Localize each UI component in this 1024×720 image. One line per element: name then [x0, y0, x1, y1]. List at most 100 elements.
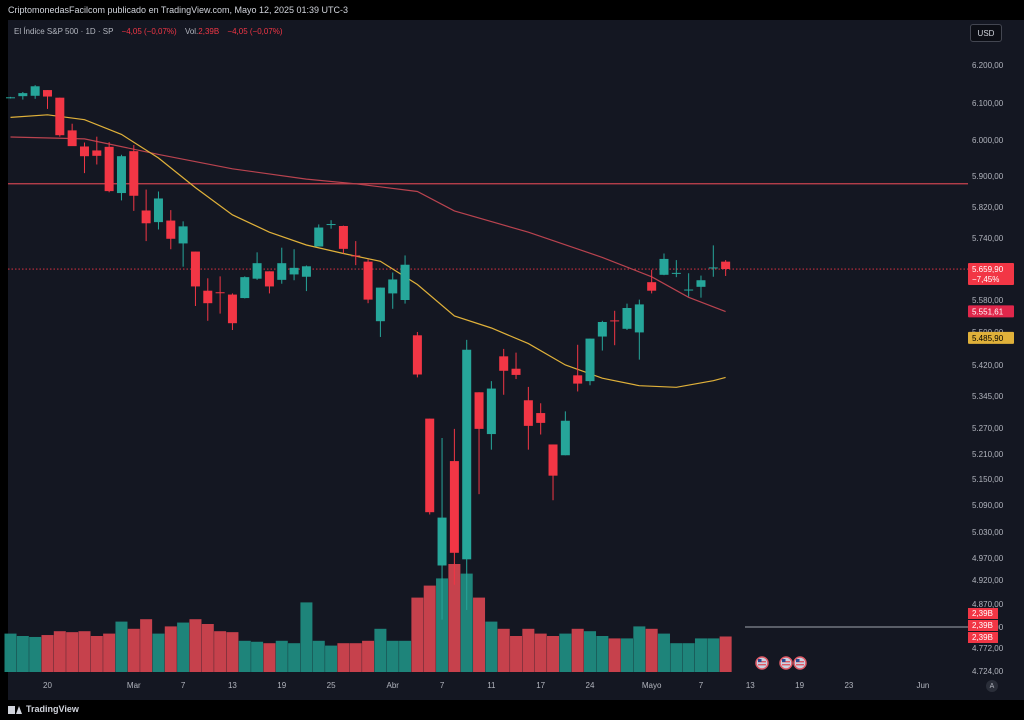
- volume-bar: [41, 635, 54, 672]
- volume-bar: [707, 638, 720, 672]
- price-tick-label: 5.090,00: [972, 501, 1004, 510]
- currency-button[interactable]: USD: [970, 24, 1002, 42]
- volume-bar: [337, 643, 350, 672]
- price-label-ma_short: 5.485,90: [968, 331, 1014, 344]
- time-tick-label: 20: [43, 681, 52, 690]
- candle: [412, 332, 422, 378]
- publisher-line: CriptomonedasFacilcom publicado en Tradi…: [8, 5, 349, 15]
- candle: [388, 272, 398, 309]
- price-tick-label: 4.920,00: [972, 576, 1004, 585]
- volume-label-text: 2,39B: [972, 609, 993, 618]
- candle-body: [721, 261, 731, 269]
- volume-bar: [670, 643, 683, 672]
- candle: [462, 339, 472, 610]
- time-tick-label: 7: [699, 681, 704, 690]
- volume-bar: [584, 631, 597, 672]
- chart-area[interactable]: [8, 20, 968, 700]
- candle-body: [240, 277, 250, 299]
- candle: [42, 90, 52, 109]
- legend-symbol: El Índice S&P 500 · 1D · SP: [14, 27, 114, 36]
- candle-body: [499, 356, 509, 371]
- candle: [647, 269, 657, 294]
- candle: [597, 320, 607, 351]
- candle-body: [548, 444, 558, 476]
- candle-body: [375, 287, 385, 322]
- candle: [18, 91, 28, 100]
- candle: [363, 259, 373, 304]
- price-label-bg: [968, 305, 1014, 318]
- candle: [178, 221, 188, 267]
- time-tick-label: 13: [746, 681, 755, 690]
- auto-scale-button[interactable]: A: [986, 680, 998, 692]
- volume-label-bg: [968, 620, 998, 631]
- volume-bar: [547, 636, 560, 672]
- candle: [240, 276, 250, 299]
- candle-body: [178, 226, 188, 244]
- price-tick-label: 6.100,00: [972, 99, 1004, 108]
- price-label-text: 5.485,90: [972, 334, 1004, 343]
- candle: [79, 142, 89, 174]
- candle: [104, 142, 114, 193]
- candle: [474, 392, 484, 495]
- candle-body: [486, 388, 496, 435]
- price-tick-label: 4.724,00: [972, 667, 1004, 676]
- volume-bar: [571, 628, 584, 672]
- volume-bar: [682, 643, 695, 672]
- volume-label-text: 2,39B: [972, 621, 993, 630]
- volume-bar: [473, 597, 486, 672]
- candle: [671, 260, 681, 278]
- volume-bar: [300, 602, 313, 672]
- candle: [375, 287, 385, 337]
- candle-body: [462, 349, 472, 560]
- candle-body: [55, 97, 65, 136]
- price-label-subtext: −7,45%: [972, 275, 999, 284]
- flag-icon-bg: [779, 656, 793, 670]
- price-axis[interactable]: [968, 20, 1024, 700]
- flag-icon-canton: [758, 659, 762, 662]
- candle-body: [227, 294, 237, 324]
- brand-name: TradingView: [26, 704, 79, 714]
- candle-body: [141, 210, 151, 224]
- price-label-bg: [968, 331, 1014, 344]
- volume-label: 2,39B: [968, 620, 998, 631]
- tradingview-logo[interactable]: TradingView: [8, 704, 79, 714]
- chart-svg[interactable]: 6.200,00 6.100,00 6.000,00 5.900,00 5.820,00…: [0, 0, 1024, 700]
- candle: [486, 381, 496, 450]
- candle-body: [190, 251, 200, 287]
- flag-icon-stripe: [782, 661, 790, 663]
- candle: [659, 253, 669, 276]
- candle: [560, 411, 570, 456]
- candle: [351, 241, 361, 266]
- candle-body: [351, 255, 361, 257]
- price-tick-label: 5.030,00: [972, 528, 1004, 537]
- price-label-text: 5.659,90: [972, 265, 1004, 274]
- candle-body: [437, 517, 447, 566]
- candle-body: [326, 224, 336, 226]
- candle-body: [363, 261, 373, 300]
- volume-bar: [288, 643, 301, 672]
- flag-icon-stripe: [782, 664, 790, 666]
- candle-body: [277, 263, 287, 280]
- candle: [203, 278, 213, 321]
- candle: [338, 225, 348, 254]
- candle: [708, 245, 718, 277]
- volume-bar: [152, 633, 165, 672]
- us-flag-event-icon: [793, 656, 807, 670]
- candle-body: [536, 413, 546, 423]
- candle-body: [634, 304, 644, 333]
- ma-short-line: [10, 114, 726, 388]
- volume-label-bg: [968, 608, 998, 619]
- candle: [634, 299, 644, 360]
- price-label-last: 5.659,90−7,45%: [968, 263, 1014, 286]
- volume-bar: [201, 624, 214, 672]
- candle: [499, 348, 509, 395]
- candle: [696, 275, 706, 298]
- price-tick-label: 5.820,00: [972, 203, 1004, 212]
- time-tick-label: 24: [586, 681, 595, 690]
- candle-body: [388, 279, 398, 294]
- candle-body: [610, 320, 620, 322]
- volume-bar: [522, 628, 535, 672]
- candle: [449, 428, 459, 585]
- flag-icon-stripe: [796, 664, 804, 666]
- candle: [548, 444, 558, 501]
